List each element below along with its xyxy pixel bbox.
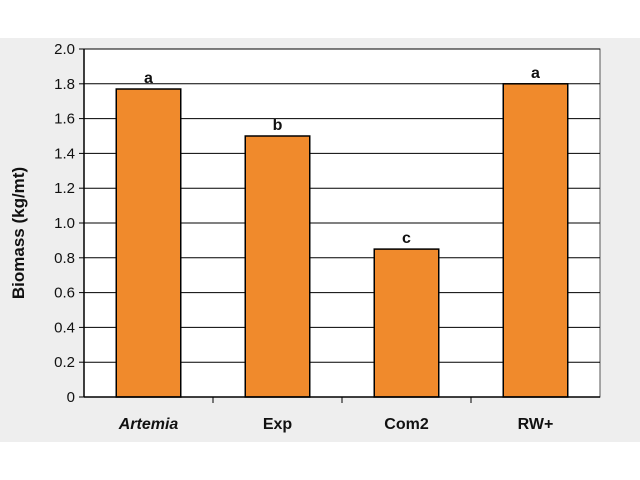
bar-rw-	[502, 83, 569, 398]
bar-exp	[244, 135, 311, 398]
y-tick-label: 0	[67, 389, 75, 406]
x-tick-label: Exp	[263, 416, 293, 433]
y-tick-label: 1.8	[54, 76, 75, 93]
bars	[115, 83, 569, 398]
y-tick-label: 2.0	[54, 41, 75, 58]
data-label: b	[273, 117, 283, 134]
data-label: c	[402, 230, 411, 247]
y-tick-label: 1.4	[54, 145, 75, 162]
bar-com2	[373, 248, 440, 398]
data-labels: a b c a	[144, 65, 540, 247]
y-tick-label: 1.0	[54, 215, 75, 232]
x-tick-label: Com2	[384, 416, 429, 433]
axes	[79, 48, 600, 403]
x-tick-label: RW+	[518, 416, 554, 433]
x-tick-labels: Artemia Exp Com2 RW+	[118, 416, 554, 433]
y-tick-label: 1.2	[54, 180, 75, 197]
y-tick-label: 0.6	[54, 285, 75, 302]
y-axis-title: Biomass (kg/mt)	[9, 167, 28, 299]
y-tick-label: 1.6	[54, 111, 75, 128]
bar-artemia	[115, 88, 182, 398]
y-tick-label: 0.2	[54, 354, 75, 371]
y-tick-label: 0.4	[54, 319, 75, 336]
y-tick-label: 0.8	[54, 250, 75, 267]
data-label: a	[144, 70, 153, 87]
x-tick-label: Artemia	[118, 416, 179, 433]
y-tick-labels: 0 0.2 0.4 0.6 0.8 1.0 1.2 1.4 1.6 1.8 2.0	[54, 41, 75, 406]
data-label: a	[531, 65, 540, 82]
